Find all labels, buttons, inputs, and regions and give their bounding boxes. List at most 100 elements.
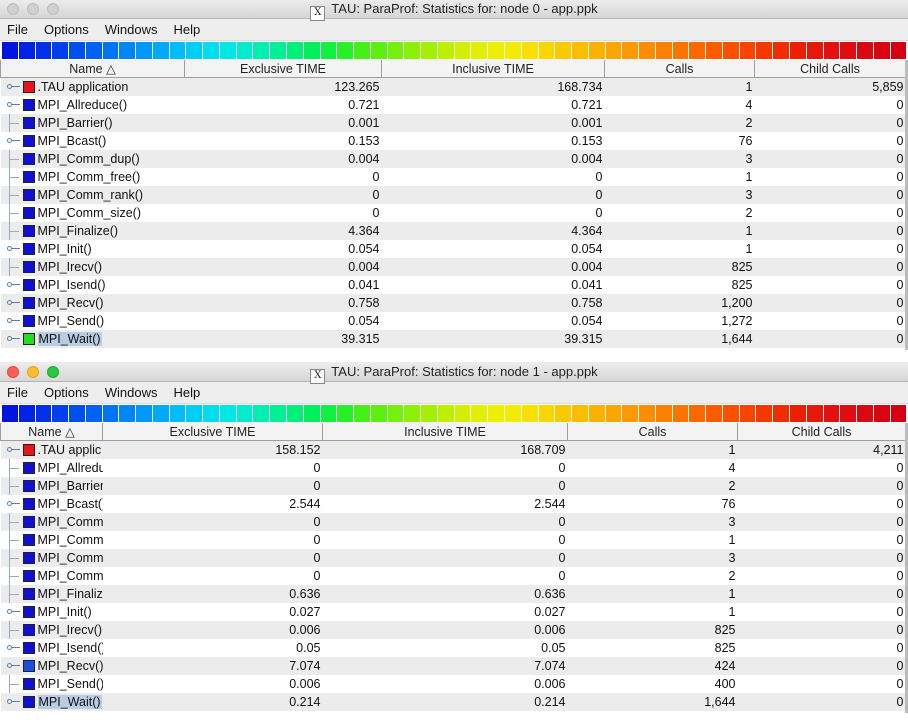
name-cell[interactable]: MPI_Isend(): [0, 276, 185, 294]
menu-help[interactable]: Help: [173, 22, 201, 37]
table-row[interactable]: MPI_Comm. 0 0 2 0: [0, 567, 906, 585]
tree-expand-icon[interactable]: [6, 81, 21, 93]
table-row[interactable]: MPI_Irecv() 0.004 0.004 825 0: [0, 258, 906, 276]
table-row[interactable]: MPI_Comm_rank() 0 0 3 0: [0, 186, 906, 204]
table-row[interactable]: MPI_Wait() 0.214 0.214 1,644 0: [0, 693, 906, 711]
column-header-inclusive-time[interactable]: Inclusive TIME: [381, 60, 605, 78]
table-row[interactable]: MPI_Recv() 7.074 7.074 424 0: [0, 657, 906, 675]
name-cell[interactable]: MPI_Wait(): [0, 330, 185, 348]
table-row[interactable]: MPI_Wait() 39.315 39.315 1,644 0: [0, 330, 906, 348]
table-row[interactable]: MPI_Send() 0.006 0.006 400 0: [0, 675, 906, 693]
tree-expand-icon[interactable]: [6, 315, 21, 327]
table-row[interactable]: MPI_Allredu 0 0 4 0: [0, 459, 906, 477]
table-row[interactable]: MPI_Barrier 0 0 2 0: [0, 477, 906, 495]
menu-options[interactable]: Options: [43, 385, 89, 400]
table-row[interactable]: MPI_Allreduce() 0.721 0.721 4 0: [0, 96, 906, 114]
name-cell[interactable]: MPI_Bcast(): [0, 495, 103, 513]
table-row[interactable]: MPI_Init() 0.027 0.027 1 0: [0, 603, 906, 621]
table-row[interactable]: MPI_Comm_size() 0 0 2 0: [0, 204, 906, 222]
tree-expand-icon[interactable]: [6, 660, 21, 672]
name-cell[interactable]: MPI_Irecv(): [0, 258, 185, 276]
name-cell[interactable]: MPI_Comm_free(): [0, 168, 185, 186]
column-header-inclusive-time[interactable]: Inclusive TIME: [322, 423, 568, 441]
column-header-child-calls[interactable]: Child Calls: [754, 60, 906, 78]
name-cell[interactable]: MPI_Send(): [0, 312, 185, 330]
title-bar[interactable]: X TAU: ParaProf: Statistics for: node 0 -…: [0, 0, 908, 21]
table-row[interactable]: MPI_Barrier() 0.001 0.001 2 0: [0, 114, 906, 132]
menu-windows[interactable]: Windows: [104, 385, 158, 400]
column-header-name[interactable]: Name △: [0, 423, 103, 441]
name-cell[interactable]: MPI_Recv(): [0, 294, 185, 312]
name-cell[interactable]: MPI_Send(): [0, 675, 103, 693]
name-cell[interactable]: MPI_Comm_dup(): [0, 150, 185, 168]
tree-expand-icon[interactable]: [6, 444, 21, 456]
table-row[interactable]: MPI_Recv() 0.758 0.758 1,200 0: [0, 294, 906, 312]
tree-expand-icon[interactable]: [6, 279, 21, 291]
name-cell[interactable]: MPI_Bcast(): [0, 132, 185, 150]
name-cell[interactable]: MPI_Allredu: [0, 459, 103, 477]
tree-expand-icon[interactable]: [6, 99, 21, 111]
table-row[interactable]: MPI_Finalize() 4.364 4.364 1 0: [0, 222, 906, 240]
tree-expand-icon[interactable]: [6, 498, 21, 510]
table-row[interactable]: .TAU applic 158.152 168.709 1 4,211: [0, 440, 906, 459]
table-row[interactable]: .TAU application 123.265 168.734 1 5,859: [0, 77, 906, 96]
table-row[interactable]: MPI_Bcast() 2.544 2.544 76 0: [0, 495, 906, 513]
menu-windows[interactable]: Windows: [104, 22, 158, 37]
table-row[interactable]: MPI_Comm_dup() 0.004 0.004 3 0: [0, 150, 906, 168]
name-cell[interactable]: .TAU applic: [0, 440, 103, 459]
tree-expand-icon[interactable]: [6, 135, 21, 147]
name-cell[interactable]: MPI_Barrier: [0, 477, 103, 495]
table-row[interactable]: MPI_Isend() 0.05 0.05 825 0: [0, 639, 906, 657]
title-bar[interactable]: X TAU: ParaProf: Statistics for: node 1 -…: [0, 363, 908, 384]
minimize-window-button[interactable]: [27, 366, 39, 378]
minimize-window-button[interactable]: [27, 3, 39, 15]
column-header-calls[interactable]: Calls: [567, 423, 738, 441]
name-cell[interactable]: MPI_Allreduce(): [0, 96, 185, 114]
name-cell[interactable]: MPI_Wait(): [0, 693, 103, 711]
zoom-window-button[interactable]: [47, 3, 59, 15]
close-window-button[interactable]: [7, 366, 19, 378]
tree-expand-icon[interactable]: [6, 333, 21, 345]
tree-expand-icon[interactable]: [6, 642, 21, 654]
tree-expand-icon[interactable]: [6, 606, 21, 618]
name-cell[interactable]: MPI_Finalize(): [0, 222, 185, 240]
tree-expand-icon[interactable]: [6, 696, 21, 708]
name-cell[interactable]: MPI_Comm.: [0, 531, 103, 549]
name-cell[interactable]: MPI_Comm_size(): [0, 204, 185, 222]
column-header-calls[interactable]: Calls: [604, 60, 755, 78]
column-header-exclusive-time[interactable]: Exclusive TIME: [102, 423, 323, 441]
name-cell[interactable]: MPI_Comm_rank(): [0, 186, 185, 204]
vertical-scrollbar[interactable]: [905, 60, 908, 350]
table-row[interactable]: MPI_Comm. 0 0 3 0: [0, 513, 906, 531]
table-row[interactable]: MPI_Send() 0.054 0.054 1,272 0: [0, 312, 906, 330]
name-cell[interactable]: MPI_Comm.: [0, 549, 103, 567]
name-cell[interactable]: MPI_Irecv(): [0, 621, 103, 639]
menu-file[interactable]: File: [7, 385, 28, 400]
menu-help[interactable]: Help: [173, 385, 201, 400]
name-cell[interactable]: MPI_Finalize: [0, 585, 103, 603]
tree-expand-icon[interactable]: [6, 243, 21, 255]
menu-options[interactable]: Options: [43, 22, 89, 37]
table-row[interactable]: MPI_Isend() 0.041 0.041 825 0: [0, 276, 906, 294]
name-cell[interactable]: MPI_Comm.: [0, 513, 103, 531]
table-row[interactable]: MPI_Comm. 0 0 1 0: [0, 531, 906, 549]
tree-expand-icon[interactable]: [6, 297, 21, 309]
menu-file[interactable]: File: [7, 22, 28, 37]
name-cell[interactable]: MPI_Init(): [0, 603, 103, 621]
table-row[interactable]: MPI_Comm. 0 0 3 0: [0, 549, 906, 567]
column-header-exclusive-time[interactable]: Exclusive TIME: [184, 60, 382, 78]
table-row[interactable]: MPI_Irecv() 0.006 0.006 825 0: [0, 621, 906, 639]
column-header-name[interactable]: Name △: [0, 60, 185, 78]
column-header-child-calls[interactable]: Child Calls: [737, 423, 906, 441]
vertical-scrollbar[interactable]: [905, 423, 908, 713]
name-cell[interactable]: MPI_Barrier(): [0, 114, 185, 132]
name-cell[interactable]: MPI_Comm.: [0, 567, 103, 585]
close-window-button[interactable]: [7, 3, 19, 15]
table-row[interactable]: MPI_Init() 0.054 0.054 1 0: [0, 240, 906, 258]
name-cell[interactable]: MPI_Recv(): [0, 657, 103, 675]
zoom-window-button[interactable]: [47, 366, 59, 378]
table-row[interactable]: MPI_Comm_free() 0 0 1 0: [0, 168, 906, 186]
name-cell[interactable]: MPI_Init(): [0, 240, 185, 258]
name-cell[interactable]: MPI_Isend(): [0, 639, 103, 657]
table-row[interactable]: MPI_Bcast() 0.153 0.153 76 0: [0, 132, 906, 150]
